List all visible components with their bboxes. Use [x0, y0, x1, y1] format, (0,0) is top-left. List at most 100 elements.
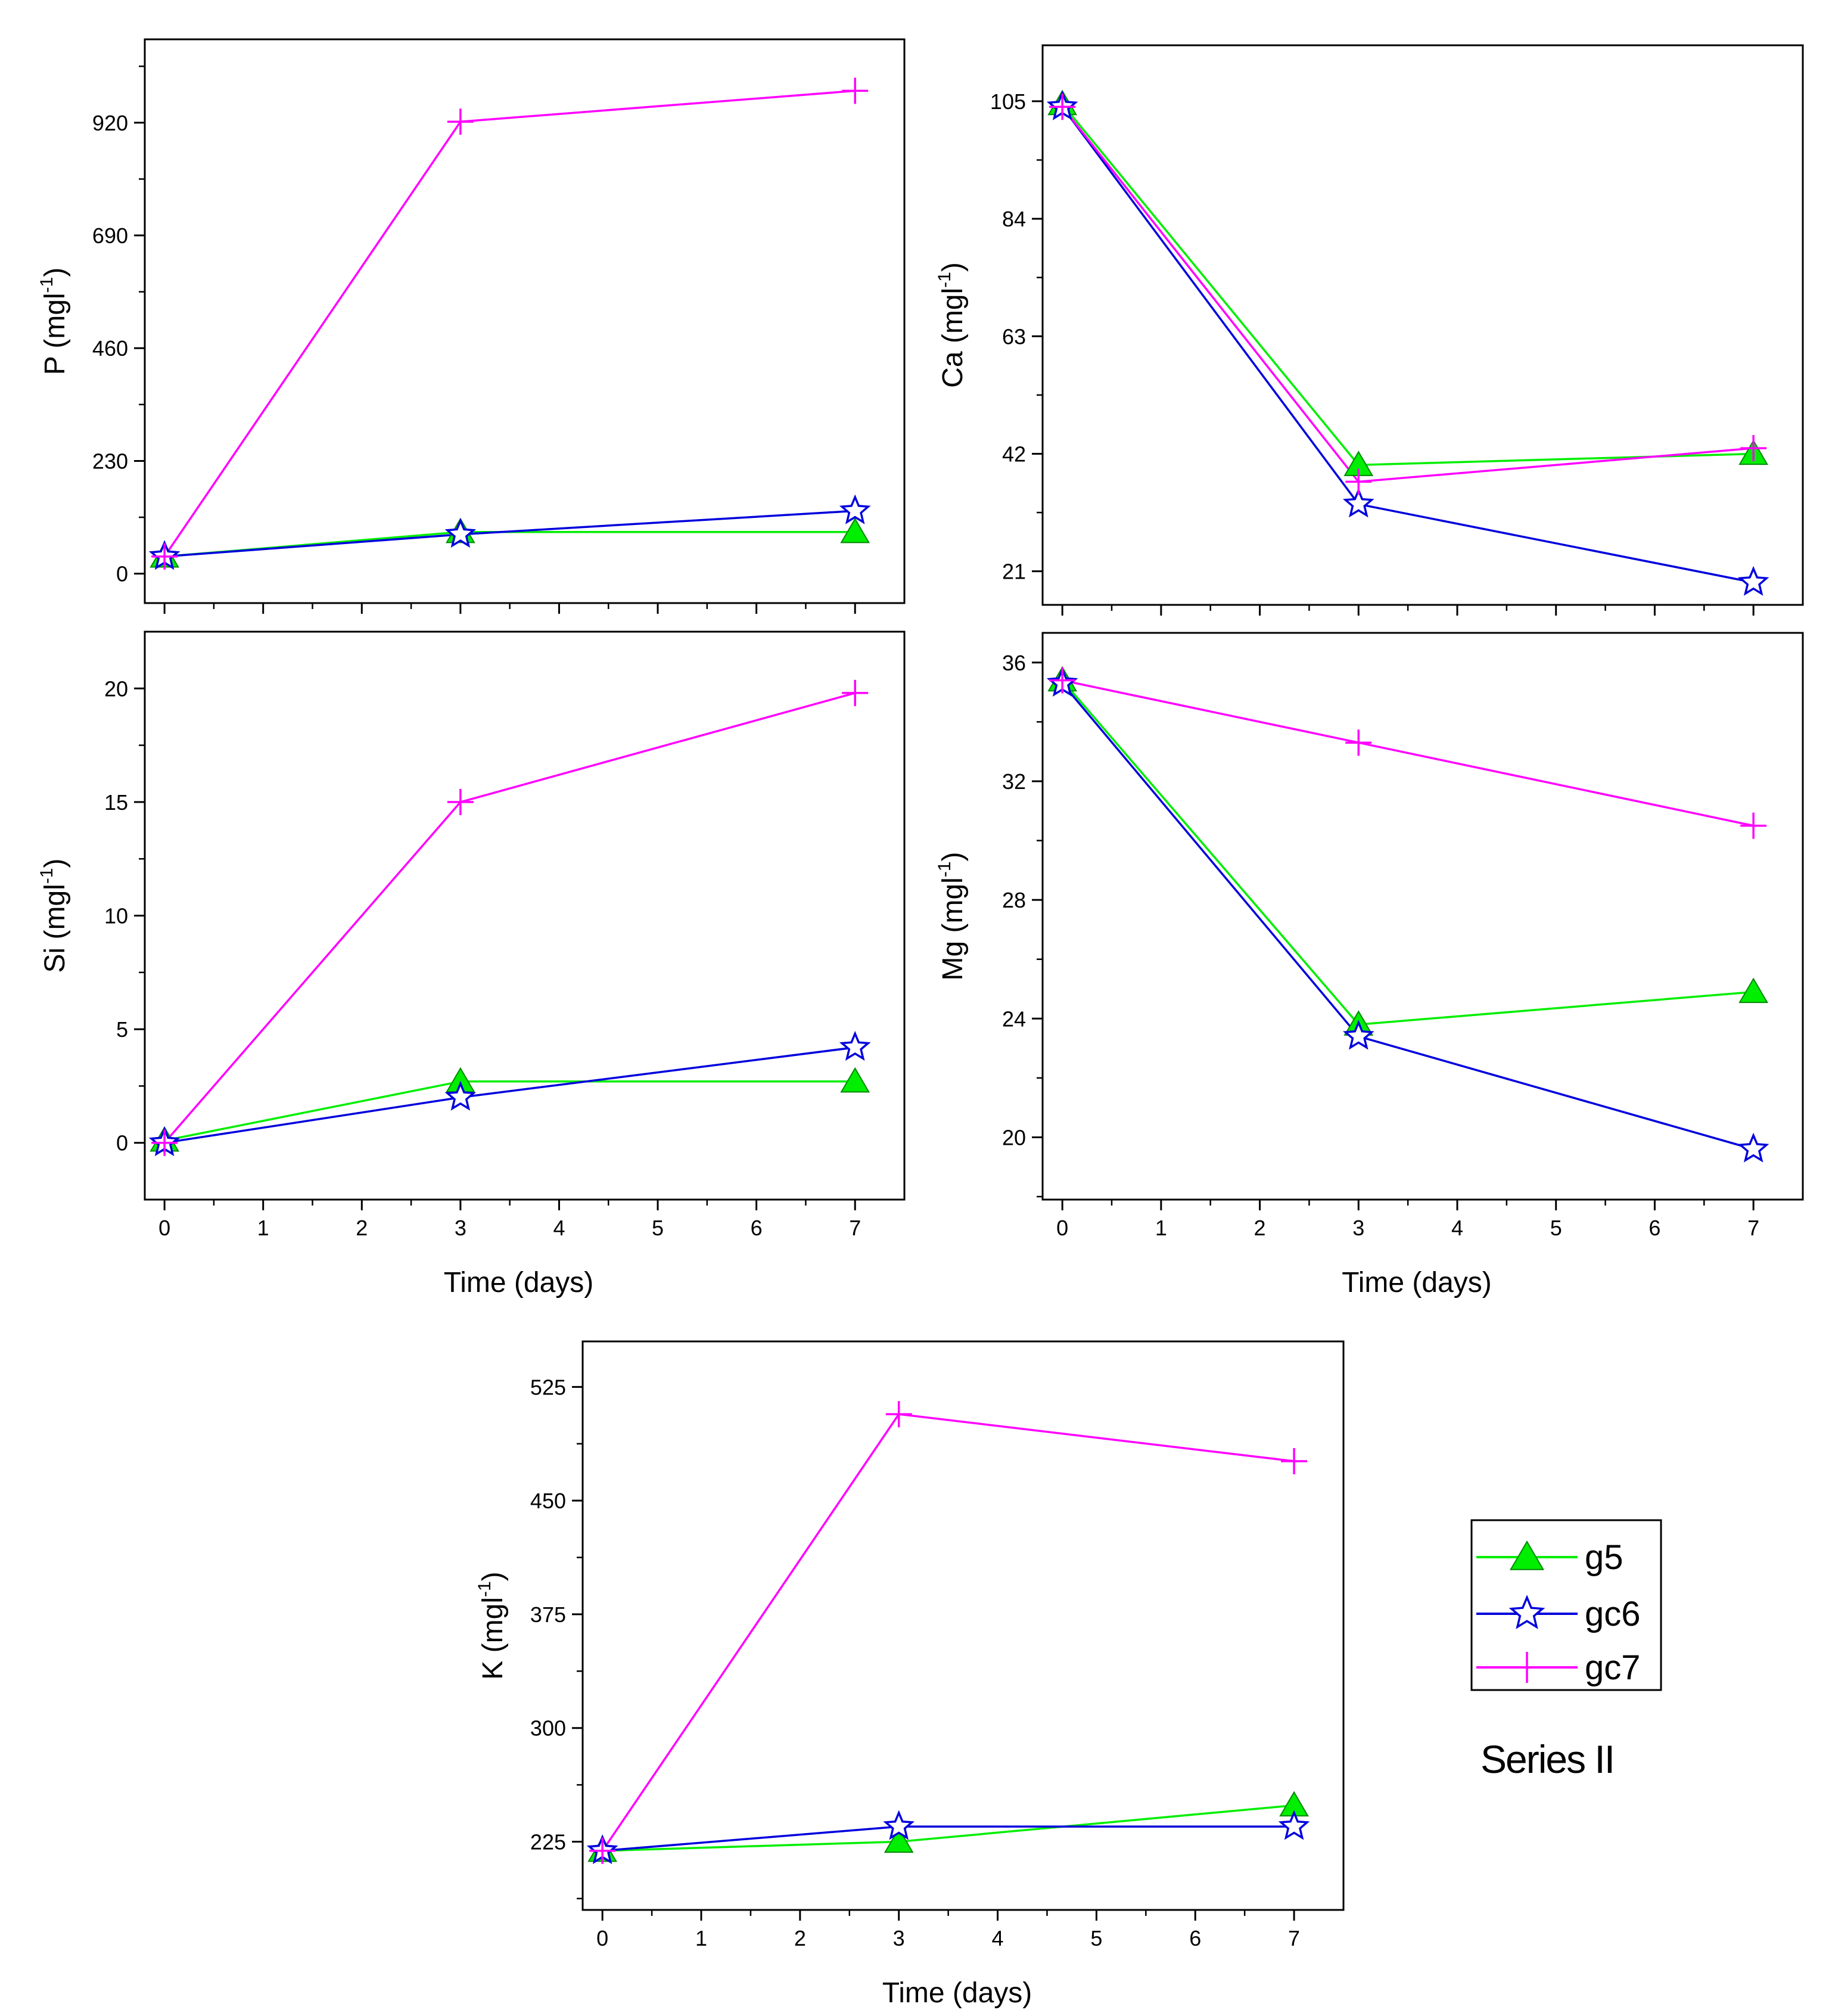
x-tick-label: 7: [1288, 1926, 1300, 1950]
x-tick-label: 2: [356, 1216, 368, 1240]
y-tick-label: 920: [92, 111, 128, 135]
y-tick-label: 0: [116, 1131, 128, 1155]
legend-marker-gc6: [1508, 1595, 1545, 1629]
legend-box: [1470, 1519, 1662, 1691]
y-axis-title-base: K (mgl: [477, 1597, 509, 1680]
chart-mg: 0 1 2 3 4 5 6 7 20 24 28 32 36 Mg (mgl-1) Time (days): [935, 632, 1804, 1299]
data-point-gc7: [1740, 812, 1767, 839]
x-tick-label: 1: [257, 1216, 269, 1240]
y-axis-title: Mg (mgl-1): [935, 852, 969, 980]
y-tick-label: 225: [530, 1830, 566, 1855]
data-point-gc7: [1049, 94, 1076, 120]
plot-frame: [144, 38, 906, 604]
legend: g5 gc6 gc7: [1470, 1519, 1662, 1691]
plot-frame: [144, 630, 906, 1201]
y-axis-title-base: P (mgl: [39, 293, 71, 375]
y-tick-label: 15: [104, 790, 128, 815]
x-tick-label: 4: [553, 1216, 565, 1240]
y-axis-title-exponent: -1: [37, 277, 57, 293]
legend-label-gc7: gc7: [1585, 1648, 1641, 1687]
legend-marker-g5: [1509, 1540, 1545, 1570]
data-point-gc6: [444, 1080, 477, 1111]
data-point-gc7: [1740, 435, 1767, 462]
legend-label-gc6: gc6: [1585, 1595, 1641, 1633]
data-point-gc6: [1737, 566, 1769, 596]
x-axis-title: Time (days): [1342, 1267, 1492, 1299]
data-point-gc7: [842, 77, 869, 104]
data-point-gc7: [1345, 468, 1372, 495]
y-axis-title-close: ): [937, 262, 969, 272]
y-tick-label: 63: [1002, 324, 1026, 349]
x-tick-label: 5: [1550, 1216, 1562, 1240]
y-tick-label: 42: [1002, 442, 1026, 466]
y-tick-label: 690: [92, 223, 128, 248]
x-tick-label: 4: [1451, 1216, 1463, 1240]
x-tick-label: 3: [893, 1926, 905, 1950]
y-tick-label: 20: [1002, 1125, 1026, 1150]
y-axis-title-close: ): [937, 852, 969, 861]
y-tick-label: 21: [1002, 560, 1026, 584]
legend-marker-gc7: [1511, 1652, 1542, 1683]
y-axis-title-exponent: -1: [935, 272, 954, 288]
chart-ca: 21 42 63 84 105 Ca (mgl-1): [935, 44, 1804, 616]
y-tick-label: 105: [990, 89, 1026, 114]
y-axis-title-close: ): [477, 1571, 509, 1581]
data-point-gc6: [883, 1810, 915, 1840]
y-axis-title-exponent: -1: [37, 868, 57, 884]
y-axis-title-base: Mg (mgl: [937, 877, 969, 980]
x-axis-title: Time (days): [444, 1267, 594, 1299]
plot-frame: [581, 1340, 1345, 1911]
data-point-gc7: [1049, 667, 1076, 694]
data-point-g5: [840, 517, 870, 543]
data-point-gc7: [151, 1129, 178, 1156]
x-tick-label: 2: [1254, 1216, 1266, 1240]
x-tick-label: 0: [596, 1926, 608, 1950]
series-line-gc6: [164, 1046, 856, 1144]
data-point-gc6: [1737, 1132, 1769, 1163]
x-tick-label: 6: [1649, 1216, 1660, 1240]
y-tick-label: 5: [116, 1017, 128, 1042]
series-line-gc7: [1061, 106, 1754, 483]
y-axis-title: Ca (mgl-1): [935, 262, 969, 388]
data-point-gc7: [885, 1401, 912, 1428]
x-tick-label: 0: [1056, 1216, 1068, 1240]
y-tick-label: 84: [1002, 207, 1026, 231]
series-line-g5: [1061, 679, 1754, 1026]
chart-k: 0 1 2 3 4 5 6 7 225 300 375 450 525 K (mgl-1) Time (da…: [475, 1340, 1345, 2009]
x-tick-label: 3: [455, 1216, 466, 1240]
plot-frame: [1041, 632, 1804, 1201]
y-tick-label: 375: [530, 1602, 566, 1627]
x-tick-label: 0: [158, 1216, 170, 1240]
x-tick-label: 6: [1189, 1926, 1201, 1950]
y-tick-label: 460: [92, 336, 128, 361]
data-point-gc6: [839, 494, 871, 524]
data-point-gc7: [589, 1837, 616, 1864]
series-line-gc6: [164, 510, 856, 558]
legend-label-g5: g5: [1585, 1538, 1623, 1577]
y-tick-label: 32: [1002, 769, 1026, 794]
y-tick-label: 28: [1002, 888, 1026, 912]
data-point-gc7: [151, 543, 178, 570]
x-tick-label: 1: [1155, 1216, 1167, 1240]
y-axis-title-base: Ca (mgl: [937, 288, 969, 388]
series-line-gc7: [1062, 679, 1754, 827]
x-axis-title: Time (days): [882, 1977, 1032, 2009]
data-point-gc6: [1342, 487, 1374, 518]
x-tick-label: 7: [849, 1216, 861, 1240]
data-point-g5: [1738, 977, 1768, 1004]
chart-si: 0 1 2 3 4 5 6 7 0 5 10 15 20 Si (mgl-1) Time (days): [37, 630, 906, 1299]
y-axis-title-close: ): [39, 268, 71, 277]
series-label: Series II: [1480, 1737, 1614, 1781]
y-axis-title-close: ): [39, 858, 71, 868]
y-tick-label: 10: [104, 904, 128, 928]
x-tick-label: 6: [751, 1216, 763, 1240]
data-point-gc7: [447, 788, 474, 815]
y-tick-label: 24: [1002, 1007, 1026, 1031]
data-point-gc6: [1342, 1020, 1374, 1050]
series-line-g5: [1061, 103, 1754, 467]
y-tick-label: 230: [92, 449, 128, 473]
data-point-g5: [840, 1067, 870, 1093]
chart-p: 0 230 460 690 920 P (mgl-1): [37, 38, 906, 614]
series-line-gc7: [163, 692, 856, 1144]
y-tick-label: 525: [530, 1375, 566, 1399]
